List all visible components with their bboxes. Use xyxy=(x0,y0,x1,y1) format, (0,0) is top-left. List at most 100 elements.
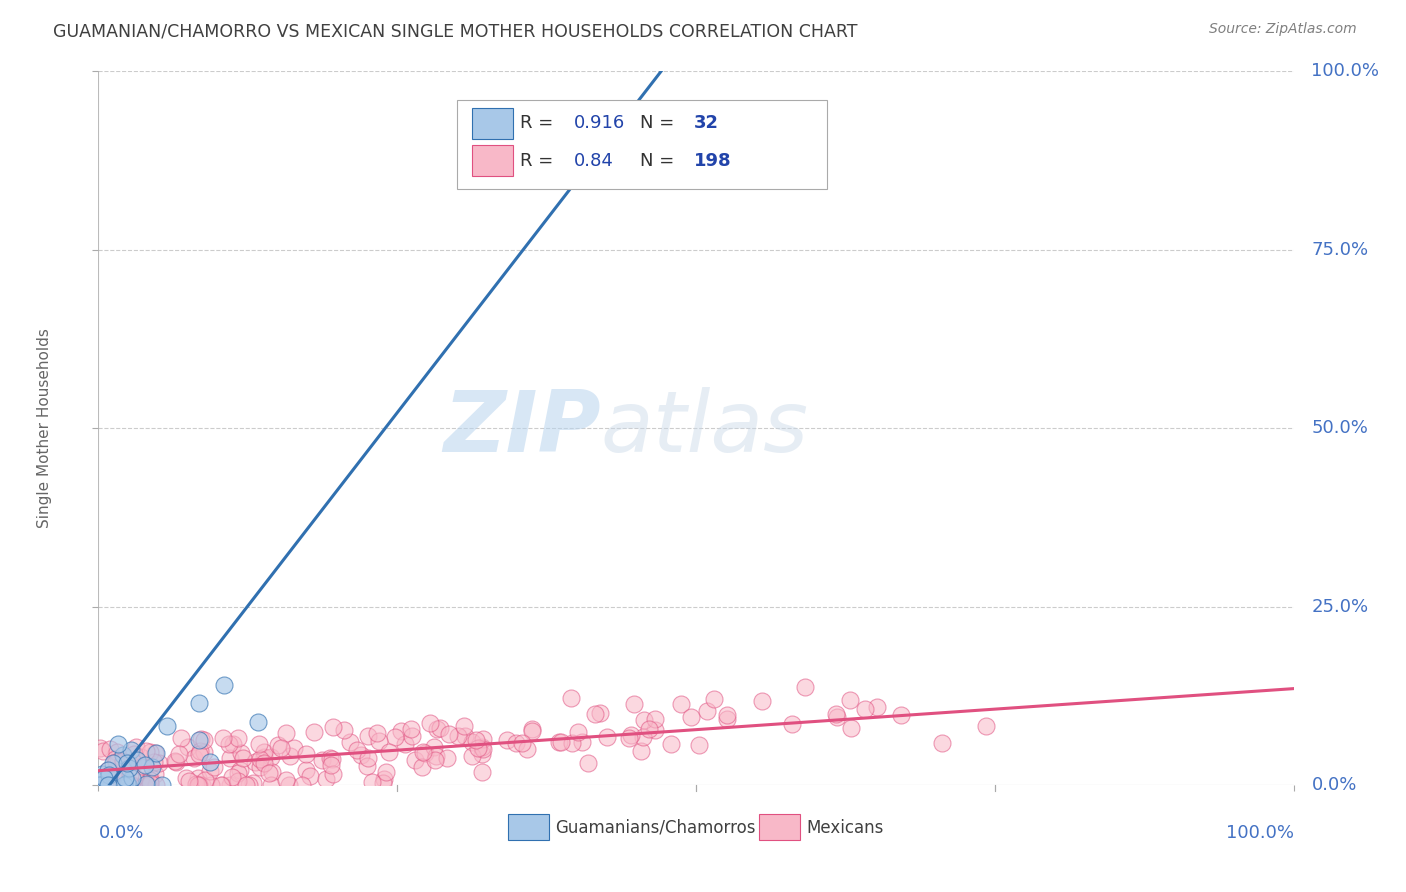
Point xyxy=(221,770,243,784)
Point xyxy=(399,722,422,736)
Point xyxy=(633,730,655,744)
Point xyxy=(138,773,160,788)
Point xyxy=(415,747,437,761)
Point xyxy=(596,730,619,744)
Point xyxy=(118,761,141,775)
Point xyxy=(373,772,395,787)
Point xyxy=(716,708,738,723)
Point xyxy=(193,746,215,760)
Point xyxy=(260,750,283,764)
Text: 50.0%: 50.0% xyxy=(1312,419,1368,437)
Point xyxy=(136,778,159,792)
Point xyxy=(436,751,458,765)
Point xyxy=(141,760,163,774)
Point xyxy=(198,764,221,778)
Point xyxy=(974,719,997,733)
Point xyxy=(404,753,426,767)
Point xyxy=(319,758,342,772)
Point xyxy=(93,771,115,785)
Point xyxy=(112,778,135,792)
Point xyxy=(571,735,593,749)
Point xyxy=(375,764,398,779)
Text: 198: 198 xyxy=(693,152,731,169)
Point xyxy=(467,740,489,755)
Point xyxy=(118,768,141,782)
Point xyxy=(510,736,533,750)
Point xyxy=(97,768,120,782)
Point xyxy=(751,694,773,708)
FancyBboxPatch shape xyxy=(457,100,827,189)
Point xyxy=(190,731,212,746)
Point xyxy=(212,678,235,692)
Point xyxy=(423,740,446,755)
Point xyxy=(97,778,120,792)
Text: R =: R = xyxy=(520,152,560,169)
Point xyxy=(143,746,166,760)
Point xyxy=(322,720,344,734)
Point xyxy=(138,776,160,790)
Point xyxy=(302,725,325,739)
Point xyxy=(139,746,162,760)
Point xyxy=(135,744,157,758)
Point xyxy=(520,722,543,736)
Point xyxy=(311,753,333,767)
Point xyxy=(98,768,121,782)
Point xyxy=(120,778,142,792)
Point xyxy=(193,732,215,747)
Point xyxy=(295,763,318,777)
Point xyxy=(122,778,145,792)
Point xyxy=(620,728,643,742)
Point xyxy=(516,742,538,756)
Point xyxy=(270,740,292,755)
Point xyxy=(114,771,136,785)
Point xyxy=(644,723,666,737)
Point xyxy=(115,757,138,772)
Point xyxy=(260,764,283,779)
Point xyxy=(679,709,702,723)
Point xyxy=(253,756,276,770)
Point xyxy=(219,778,242,792)
Point xyxy=(135,777,157,791)
Point xyxy=(104,756,127,770)
Point xyxy=(107,737,129,751)
Point xyxy=(890,708,912,723)
Point xyxy=(588,706,610,720)
Point xyxy=(394,737,416,751)
Text: R =: R = xyxy=(520,114,560,132)
Text: 25.0%: 25.0% xyxy=(1312,598,1368,615)
Point xyxy=(188,744,211,758)
Point xyxy=(425,749,447,764)
Point xyxy=(89,778,111,792)
Point xyxy=(274,726,297,740)
FancyBboxPatch shape xyxy=(759,814,800,840)
Point xyxy=(98,742,121,756)
Point xyxy=(174,772,197,786)
Point xyxy=(671,697,693,711)
Point xyxy=(212,731,235,745)
Point xyxy=(384,730,406,744)
Point xyxy=(121,772,143,786)
Point xyxy=(117,778,139,792)
Point xyxy=(633,713,655,727)
Point xyxy=(105,764,128,779)
Point xyxy=(838,693,860,707)
Point xyxy=(218,737,240,751)
Point xyxy=(97,763,120,777)
Text: 0.84: 0.84 xyxy=(574,152,614,169)
Point xyxy=(187,696,209,710)
Point xyxy=(191,778,214,792)
Point xyxy=(107,764,129,779)
Point xyxy=(200,778,222,792)
Point xyxy=(104,752,127,766)
Point xyxy=(97,764,120,778)
Point xyxy=(360,775,382,789)
Point xyxy=(703,691,725,706)
Text: 100.0%: 100.0% xyxy=(1226,824,1294,842)
Point xyxy=(461,735,484,749)
Point xyxy=(401,729,423,743)
Point xyxy=(794,681,817,695)
Point xyxy=(411,760,433,774)
Point xyxy=(696,704,718,718)
Point xyxy=(242,776,264,790)
Point xyxy=(145,746,167,760)
